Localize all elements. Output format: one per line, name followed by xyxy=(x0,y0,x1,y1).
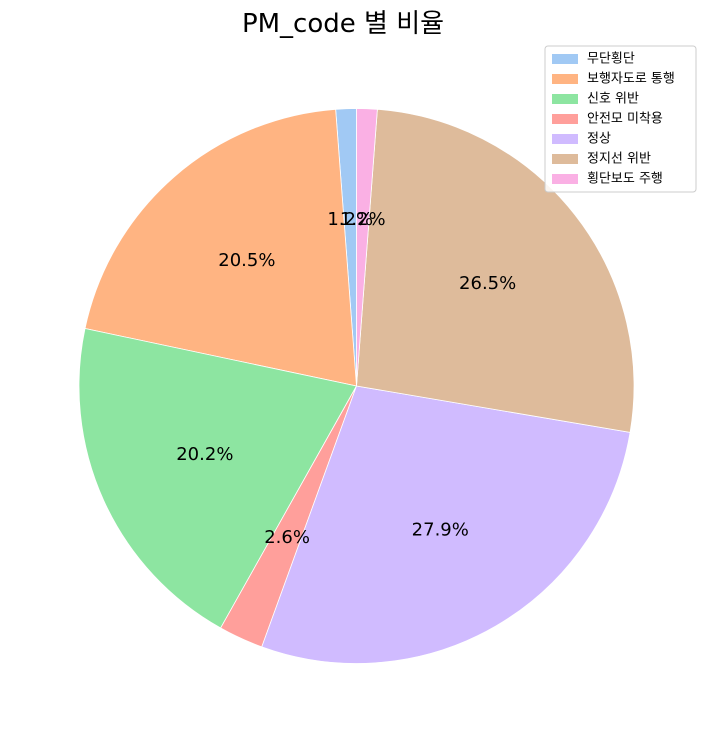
pie-slice-3 xyxy=(78,328,358,629)
legend-swatch-3 xyxy=(552,94,578,104)
legend-swatch-1 xyxy=(552,54,578,64)
pie-slice-6 xyxy=(356,108,635,433)
pie-slice-2 xyxy=(84,108,357,387)
legend-label-3: 신호 위반 xyxy=(587,92,639,107)
pie-label-5: 27.9% xyxy=(412,519,469,540)
pie-slices xyxy=(78,108,635,664)
pie-label-2: 20.5% xyxy=(218,250,275,271)
pie-slice-7 xyxy=(356,108,378,387)
pie-label-1: 1.2% xyxy=(327,209,373,230)
pie-label-3: 20.2% xyxy=(176,444,233,465)
pie-label-6: 26.5% xyxy=(459,273,516,294)
pie-label-4: 2.6% xyxy=(264,527,310,548)
legend-box xyxy=(544,45,697,193)
legend-label-6: 정지선 위반 xyxy=(587,152,651,167)
chart-title: PM_code 별 비율 xyxy=(242,9,444,39)
legend-swatch-4 xyxy=(552,114,578,124)
legend-swatch-2 xyxy=(552,74,578,84)
legend-label-2: 보행자도로 통행 xyxy=(587,71,675,87)
pie-slice-5 xyxy=(261,385,631,664)
legend-swatch-7 xyxy=(552,174,578,184)
pie-labels: 1.2% 20.5% 20.2% 2.6% 27.9% 26.5% 1.2% xyxy=(176,209,516,548)
legend-label-7: 횡단보도 주행 xyxy=(587,171,663,187)
legend-label-5: 정상 xyxy=(587,132,611,147)
legend-label-1: 무단횡단 xyxy=(587,52,635,67)
pie-label-7: 1.2% xyxy=(340,209,386,230)
legend-swatch-5 xyxy=(552,134,578,144)
legend-swatch-6 xyxy=(552,154,578,164)
legend-label-4: 안전모 미착용 xyxy=(587,112,663,127)
